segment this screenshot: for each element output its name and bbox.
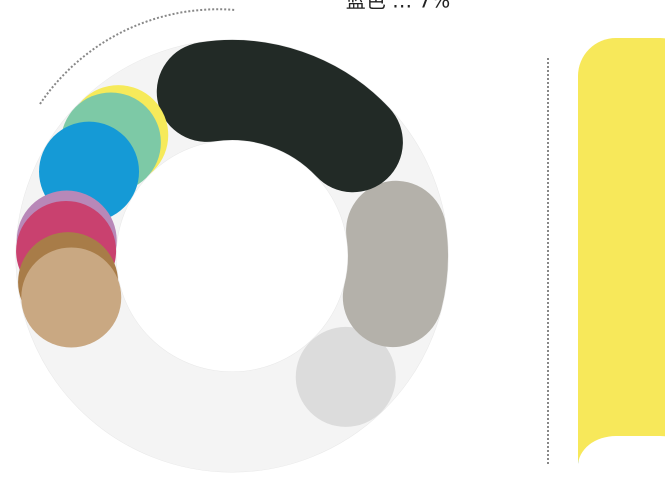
donut-outline — [115, 139, 349, 373]
donut-segment — [156, 40, 403, 193]
chart-title: 蓝色 … 7% — [346, 0, 450, 13]
stack-segment — [578, 38, 665, 488]
donut-chart — [15, 39, 449, 473]
stack-base — [578, 436, 665, 488]
donut-segment — [342, 180, 448, 348]
stacked-column — [578, 38, 665, 488]
dotted-guide-arc — [39, 8, 237, 105]
